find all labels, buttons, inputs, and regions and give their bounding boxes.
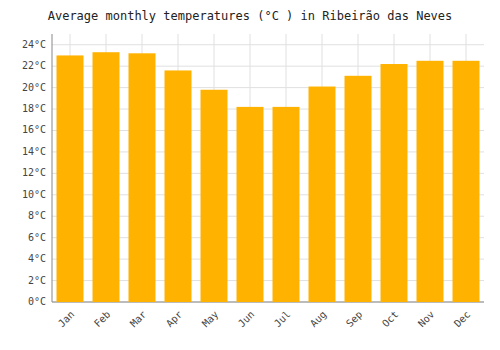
- y-tick-label: 16°C: [22, 124, 46, 135]
- x-tick-label: Aug: [308, 309, 329, 330]
- y-tick-label: 10°C: [22, 189, 46, 200]
- y-tick-label: 4°C: [28, 253, 46, 264]
- bar: [381, 64, 408, 302]
- x-tick-label: May: [200, 309, 221, 330]
- bars: [57, 52, 480, 302]
- x-tick-label: Feb: [92, 309, 113, 330]
- bar: [417, 61, 444, 302]
- chart-container: 0°C 2°C 4°C 6°C 8°C 10°C 12°C 14°C 16°C 18°C 20°C 2…: [0, 0, 500, 350]
- y-axis-line: [52, 34, 53, 302]
- x-tick-label: Mar: [128, 309, 149, 330]
- x-tick-label: Jan: [56, 309, 77, 330]
- bar: [129, 53, 156, 302]
- bar: [345, 76, 372, 302]
- bar: [201, 90, 228, 302]
- bar: [93, 52, 120, 302]
- y-tick-label: 6°C: [28, 232, 46, 243]
- y-tick-label: 18°C: [22, 103, 46, 114]
- y-tick-label: 8°C: [28, 210, 46, 221]
- y-tick-label: 14°C: [22, 146, 46, 157]
- bar: [57, 55, 84, 302]
- x-tick-label: Jul: [272, 309, 293, 330]
- bar: [453, 61, 480, 302]
- axes: 0°C 2°C 4°C 6°C 8°C 10°C 12°C 14°C 16°C 18°C 20°C 2…: [22, 34, 484, 329]
- y-tick-label: 0°C: [28, 296, 46, 307]
- x-tick-label: Sep: [344, 309, 365, 330]
- bar: [309, 87, 336, 302]
- x-tick-label: Jun: [236, 309, 257, 330]
- chart-title: Average monthly temperatures (°C ) in Ri…: [48, 9, 453, 23]
- x-tick-label: Apr: [164, 309, 185, 330]
- x-tick-label: Oct: [380, 309, 401, 330]
- bar: [165, 70, 192, 302]
- bar: [273, 107, 300, 302]
- bar: [237, 107, 264, 302]
- grid-line-y: [52, 44, 484, 45]
- y-tick-label: 12°C: [22, 167, 46, 178]
- y-tick-label: 20°C: [22, 82, 46, 93]
- x-tick-label: Nov: [416, 309, 437, 330]
- chart: 0°C 2°C 4°C 6°C 8°C 10°C 12°C 14°C 16°C 18°C 20°C 2…: [0, 0, 500, 350]
- y-tick-label: 22°C: [22, 60, 46, 71]
- grid: [52, 34, 484, 302]
- x-tick-label: Dec: [452, 309, 473, 330]
- y-tick-label: 2°C: [28, 275, 46, 286]
- y-tick-label: 24°C: [22, 39, 46, 50]
